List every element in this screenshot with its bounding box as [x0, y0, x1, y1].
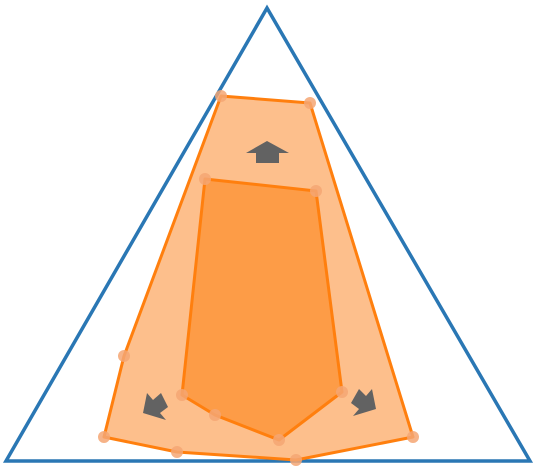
outer-vertex	[98, 431, 110, 443]
outer-vertex	[407, 431, 419, 443]
outer-vertex	[304, 97, 316, 109]
inner-vertex	[199, 173, 211, 185]
outer-vertex	[171, 446, 183, 458]
inner-vertex	[273, 434, 285, 446]
inner-vertex	[176, 389, 188, 401]
arrow-down-right-icon	[351, 389, 376, 416]
outer-vertex	[215, 90, 227, 102]
outer-vertex	[118, 350, 130, 362]
bounding-triangle	[2, 4, 534, 463]
inner-polygon	[180, 177, 344, 442]
inner-polygon-vertices	[176, 173, 348, 446]
inner-vertex	[310, 185, 322, 197]
inner-vertex	[209, 409, 221, 421]
inner-vertex	[336, 386, 348, 398]
outer-polygon-vertices	[98, 90, 419, 466]
outer-vertex	[290, 454, 302, 466]
arrow-up-icon	[246, 141, 289, 163]
arrow-down-left-icon	[143, 393, 168, 420]
